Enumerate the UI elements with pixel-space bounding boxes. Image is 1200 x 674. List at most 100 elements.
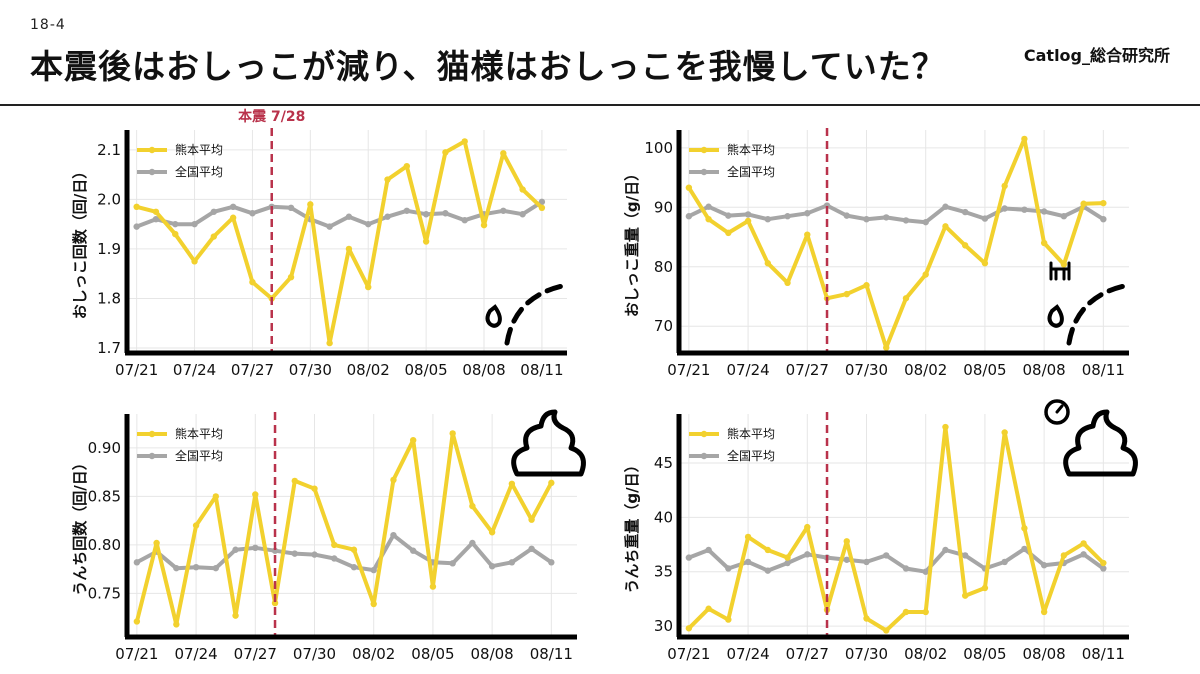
x-tick-label: 07/21 bbox=[115, 645, 158, 663]
data-point bbox=[1021, 206, 1028, 213]
data-point bbox=[548, 559, 555, 566]
data-point bbox=[705, 216, 712, 223]
data-point bbox=[210, 233, 218, 240]
data-point bbox=[784, 554, 791, 561]
data-point bbox=[350, 546, 358, 553]
x-tick-label: 07/30 bbox=[845, 361, 888, 379]
data-point bbox=[370, 600, 377, 608]
data-point bbox=[981, 260, 989, 267]
y-tick-label: 40 bbox=[654, 508, 673, 526]
series-kumamoto bbox=[133, 430, 555, 628]
y-tick-label: 30 bbox=[654, 617, 673, 635]
series-national bbox=[133, 531, 555, 574]
data-point bbox=[764, 260, 772, 267]
data-point bbox=[804, 210, 811, 217]
data-point bbox=[863, 216, 870, 223]
data-point bbox=[384, 213, 391, 220]
data-point bbox=[863, 615, 870, 622]
data-point bbox=[326, 223, 333, 230]
data-point bbox=[172, 230, 179, 238]
x-tick-label: 08/08 bbox=[1023, 645, 1066, 663]
slide-title: 本震後はおしっこが減り、猫様はおしっこを我慢していた？ bbox=[30, 47, 946, 86]
y-tick-label: 100 bbox=[644, 139, 673, 157]
data-point bbox=[804, 551, 811, 558]
y-axis-label: おしっこ重量（g/日） bbox=[623, 166, 641, 317]
series-line bbox=[688, 546, 1105, 574]
y-tick-label: 90 bbox=[654, 198, 673, 216]
data-point bbox=[1080, 200, 1087, 207]
data-point bbox=[287, 204, 295, 212]
data-point bbox=[409, 547, 417, 554]
data-point bbox=[764, 567, 772, 574]
y-tick-label: 0.90 bbox=[88, 439, 121, 457]
series-kumamoto bbox=[685, 135, 1107, 351]
data-point bbox=[152, 208, 160, 215]
data-point bbox=[1040, 608, 1048, 616]
data-point bbox=[1001, 205, 1008, 212]
x-tick-label: 07/27 bbox=[234, 645, 277, 663]
data-point bbox=[764, 546, 772, 554]
data-point bbox=[1040, 239, 1048, 247]
data-point bbox=[350, 563, 358, 571]
x-tick-label: 08/11 bbox=[520, 361, 563, 379]
data-point bbox=[307, 201, 314, 208]
data-point bbox=[191, 220, 198, 228]
y-tick-label: 70 bbox=[654, 317, 673, 335]
legend-marker bbox=[700, 146, 708, 154]
series-kumamoto bbox=[133, 138, 546, 347]
data-point bbox=[191, 258, 198, 265]
y-tick-label: 1.8 bbox=[97, 289, 121, 307]
legend-label: 熊本平均 bbox=[175, 142, 223, 157]
data-point bbox=[804, 231, 811, 238]
chart-poop-count: 0.75 0.80 0.85 0.90 07/21 07/24 07/27 07/30 08/0… bbox=[55, 392, 595, 672]
x-tick-label: 07/27 bbox=[231, 361, 274, 379]
x-tick-label: 07/27 bbox=[786, 361, 829, 379]
data-point bbox=[429, 583, 437, 590]
data-point bbox=[469, 502, 476, 510]
x-tick-label: 07/27 bbox=[786, 645, 829, 663]
x-tick-label: 08/05 bbox=[963, 645, 1006, 663]
data-point bbox=[422, 238, 430, 245]
data-point bbox=[1060, 261, 1068, 268]
y-axis-label: うんち回数（回/日） bbox=[71, 455, 89, 595]
chart-pee-count-svg: 1.7 1.8 1.9 2.0 2.1 07/21 07/24 07/27 07/30 08/02… bbox=[71, 108, 570, 379]
data-point bbox=[192, 522, 200, 529]
data-point bbox=[480, 221, 488, 229]
data-point bbox=[345, 213, 353, 220]
data-point bbox=[271, 599, 279, 607]
event-label: 本震 7/28 bbox=[238, 108, 305, 125]
legend-label: 全国平均 bbox=[727, 164, 775, 179]
data-point bbox=[1100, 199, 1107, 207]
data-point bbox=[442, 149, 449, 156]
x-tick-label: 08/02 bbox=[904, 645, 947, 663]
data-point bbox=[403, 162, 411, 170]
data-point bbox=[961, 592, 969, 599]
x-tick-label: 07/30 bbox=[845, 645, 888, 663]
x-tick-label: 07/30 bbox=[293, 645, 336, 663]
legend-marker bbox=[148, 452, 156, 460]
data-point bbox=[449, 430, 456, 437]
x-tick-label: 07/24 bbox=[174, 645, 217, 663]
slide-number: 18-4 bbox=[30, 17, 66, 33]
legend-marker bbox=[148, 168, 156, 176]
data-point bbox=[528, 516, 535, 523]
data-point bbox=[538, 198, 546, 206]
data-point bbox=[902, 608, 910, 616]
data-point bbox=[153, 539, 160, 547]
data-point bbox=[508, 559, 516, 566]
data-point bbox=[461, 216, 468, 224]
data-point bbox=[1060, 552, 1068, 559]
data-point bbox=[883, 214, 890, 221]
y-tick-label: 0.75 bbox=[88, 584, 121, 602]
data-point bbox=[469, 539, 476, 547]
data-point bbox=[249, 210, 256, 217]
data-point bbox=[883, 552, 890, 559]
x-tick-label: 08/05 bbox=[411, 645, 454, 663]
data-point bbox=[902, 565, 910, 572]
data-point bbox=[784, 279, 791, 287]
legend-label: 熊本平均 bbox=[727, 142, 775, 157]
data-point bbox=[173, 621, 180, 628]
data-point bbox=[922, 568, 929, 575]
